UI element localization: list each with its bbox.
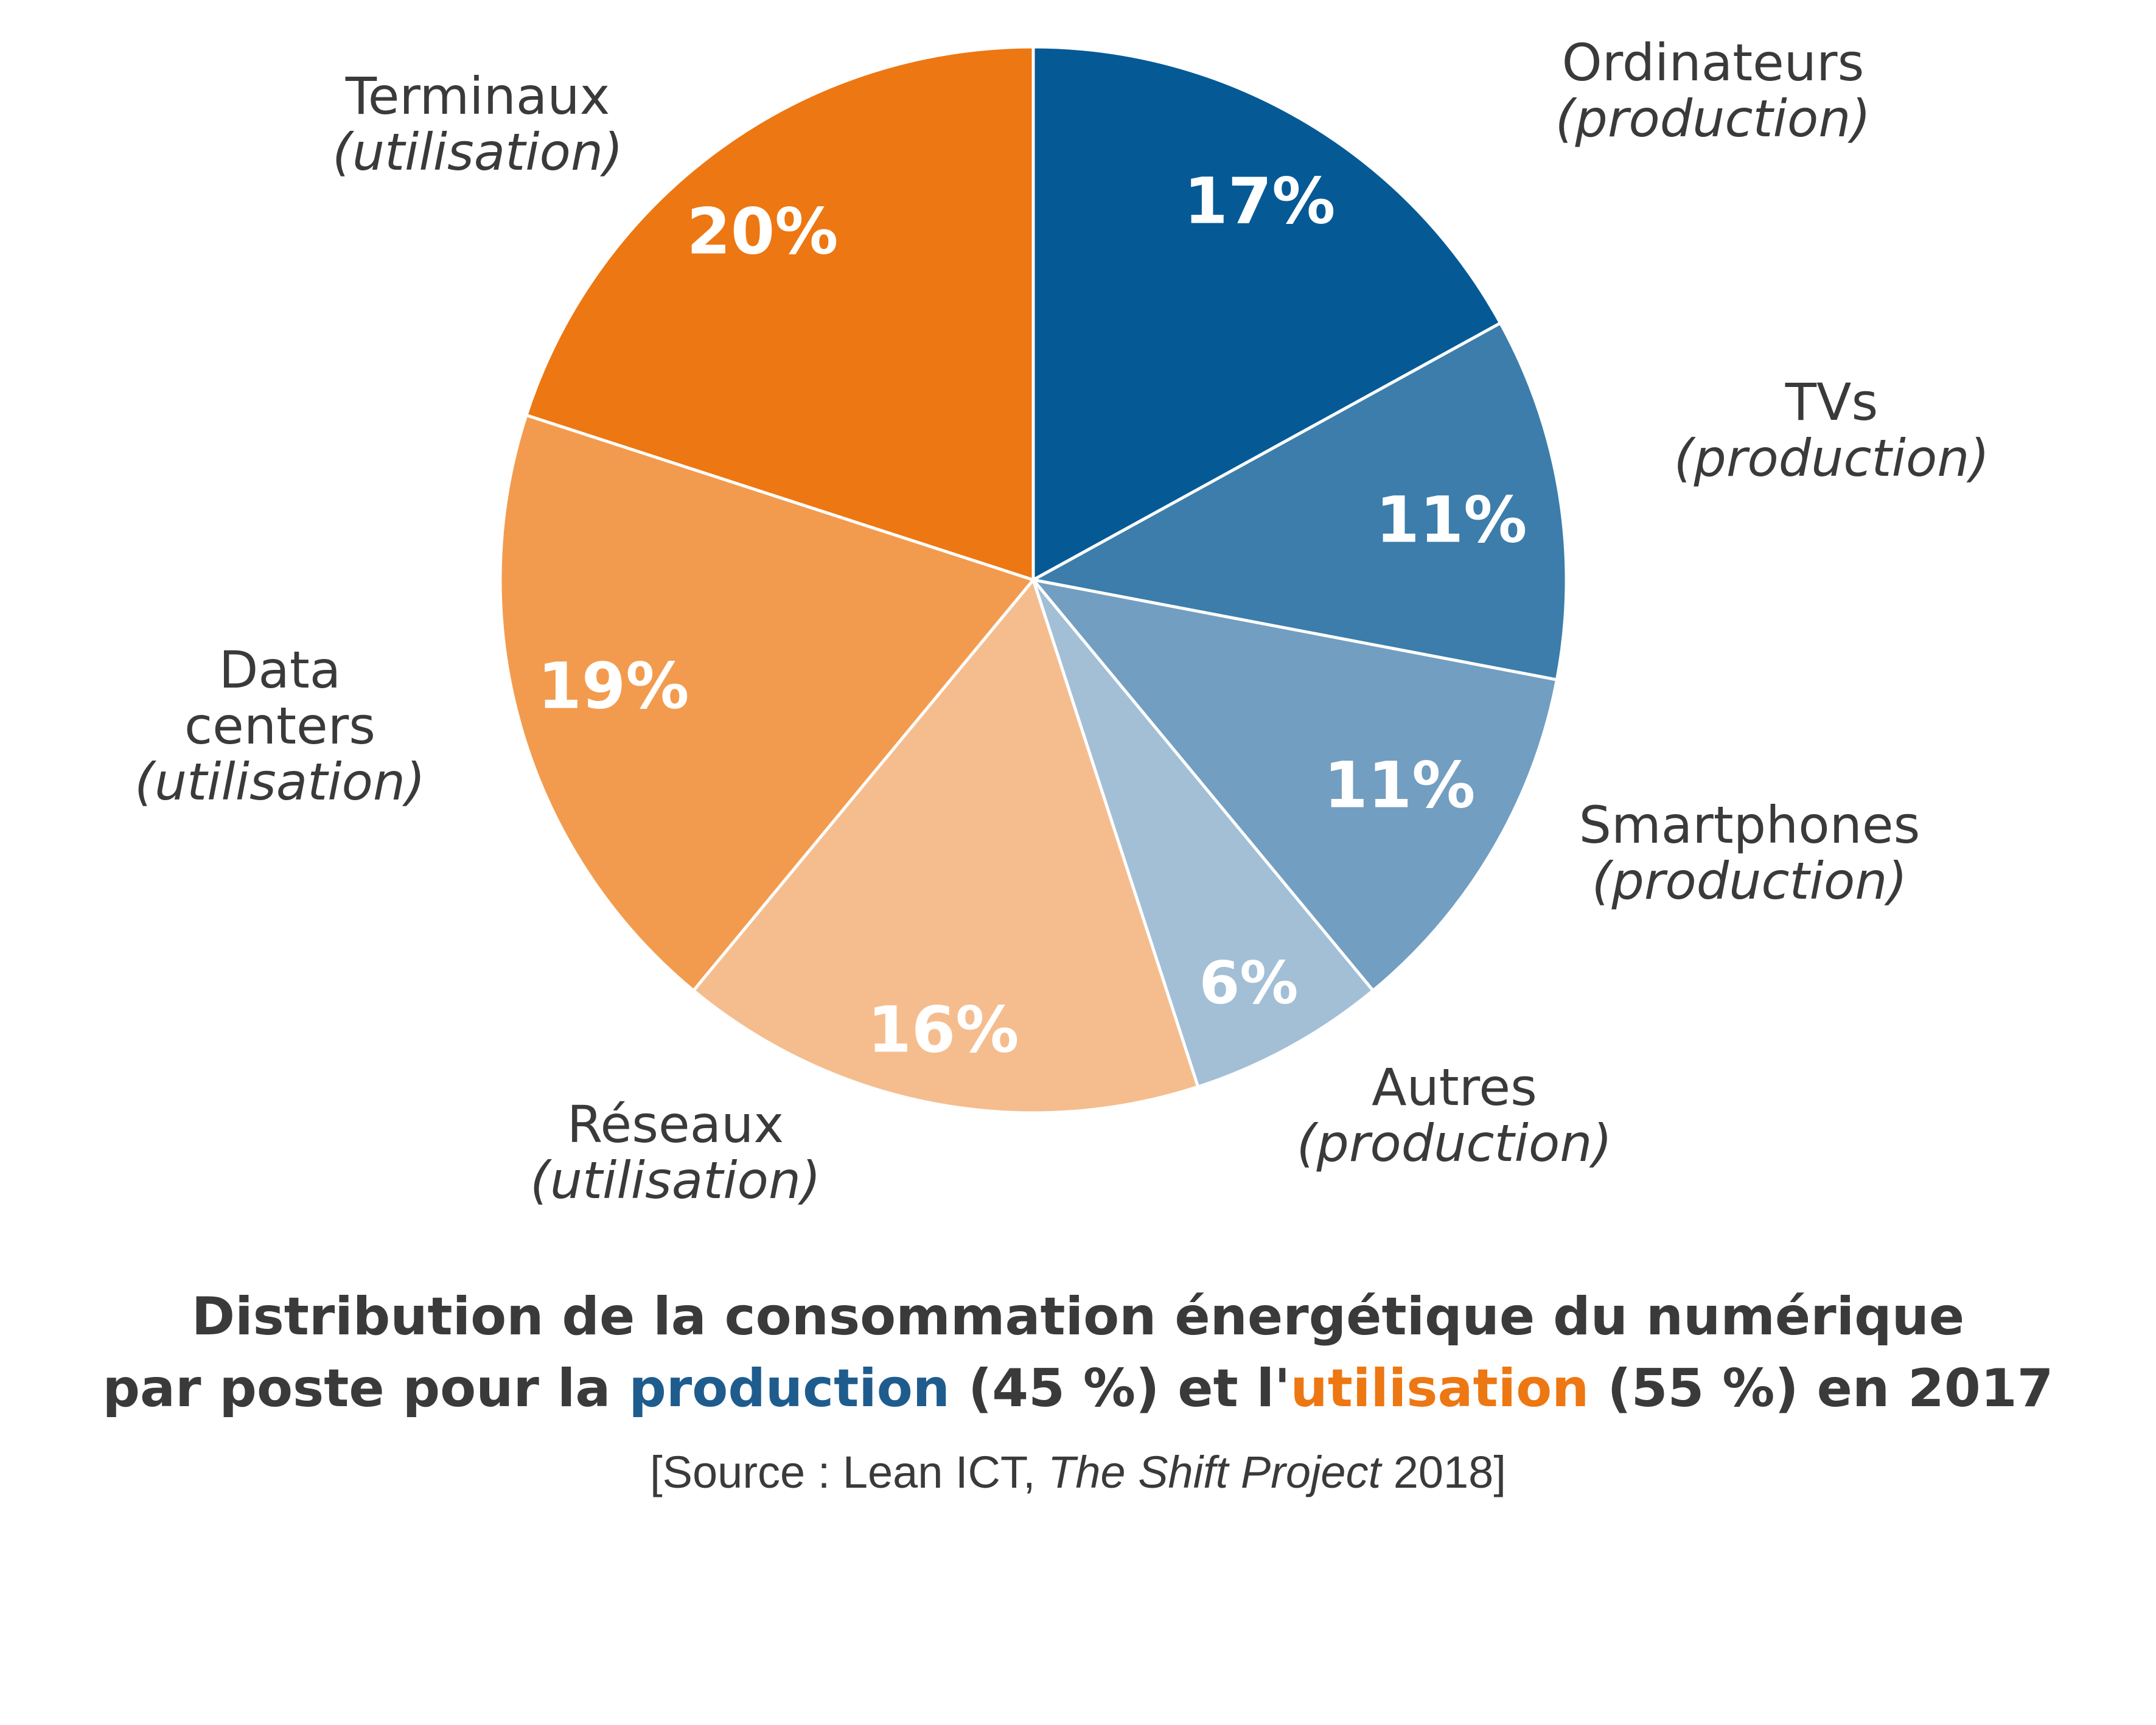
percent-label-tvs: 11% <box>1376 483 1527 557</box>
category-label-ordinateurs: Ordinateurs (production) <box>1555 33 1871 148</box>
category-qualifier: (utilisation) <box>134 752 425 812</box>
category-label-autres: Autres (production) <box>1297 1058 1612 1173</box>
pie-slice-autres <box>1031 578 1375 1089</box>
percent-label-data-centers: 19% <box>538 649 689 723</box>
category-name-line: TVs <box>1785 372 1879 432</box>
pie-slice-data-centers <box>498 413 1035 992</box>
pie-slice-terminaux <box>525 45 1035 582</box>
pie-slice-ordinateurs <box>1031 45 1502 582</box>
category-qualifier: (production) <box>1592 851 1907 911</box>
category-name-line: Smartphones <box>1579 795 1921 855</box>
source-prefix: [Source : Lean ICT, <box>650 1447 1048 1497</box>
category-qualifier: (production) <box>1674 428 1989 488</box>
chart-title: Distribution de la consommation énergéti… <box>0 1281 2156 1424</box>
pie-slice-smartphones <box>1031 578 1558 992</box>
chart-source: [Source : Lean ICT, The Shift Project 20… <box>0 1442 2156 1503</box>
percent-label-ordinateurs: 17% <box>1184 164 1336 238</box>
source-italic: The Shift Project <box>1048 1447 1381 1497</box>
percent-label-smartphones: 11% <box>1324 748 1476 822</box>
category-name-line: centers <box>184 696 375 756</box>
source-suffix: 2018] <box>1381 1447 1506 1497</box>
percent-labels: 17% 11% 11% 6% 16% 19% 20% <box>538 164 1527 1067</box>
category-label-tvs: TVs (production) <box>1674 372 1989 488</box>
category-name-line: Data <box>219 640 341 700</box>
source-line: [Source : Lean ICT, The Shift Project 20… <box>0 1442 2156 1503</box>
pie-slices <box>498 45 1568 1115</box>
pie-slice-réseaux <box>692 578 1200 1115</box>
category-qualifier: (utilisation) <box>332 122 623 182</box>
title-line-2-middle: (45 %) et l' <box>950 1358 1291 1419</box>
title-utilisation-word: utilisation <box>1290 1358 1589 1419</box>
category-name-line: Terminaux <box>345 66 610 126</box>
pie-slice-tvs <box>1031 321 1568 681</box>
title-production-word: production <box>629 1358 951 1419</box>
category-name-line: Autres <box>1372 1058 1537 1117</box>
category-qualifier: (utilisation) <box>530 1151 821 1210</box>
category-qualifier: (production) <box>1297 1113 1612 1173</box>
category-label-réseaux: Réseaux (utilisation) <box>530 1095 821 1210</box>
category-labels: Ordinateurs (production)TVs (production)Sm… <box>134 33 1989 1210</box>
title-line-1-text: Distribution de la consommation énergéti… <box>191 1286 1965 1347</box>
category-name-line: Ordinateurs <box>1562 33 1865 92</box>
category-label-terminaux: Terminaux (utilisation) <box>332 66 623 182</box>
percent-label-réseaux: 16% <box>868 992 1019 1067</box>
title-line-2-suffix: (55 %) en 2017 <box>1589 1358 2054 1419</box>
title-line-2-prefix: par poste pour la <box>102 1358 629 1419</box>
chart-title-line-1: Distribution de la consommation énergéti… <box>0 1281 2156 1353</box>
category-name-line: Réseaux <box>567 1095 784 1154</box>
category-qualifier: (production) <box>1555 89 1871 148</box>
percent-label-autres: 6% <box>1199 949 1299 1017</box>
category-label-smartphones: Smartphones (production) <box>1579 795 1921 911</box>
category-label-data-centers: Data centers (utilisation) <box>134 640 425 812</box>
chart-title-line-2: par poste pour la production (45 %) et l… <box>0 1353 2156 1424</box>
percent-label-terminaux: 20% <box>687 194 839 268</box>
